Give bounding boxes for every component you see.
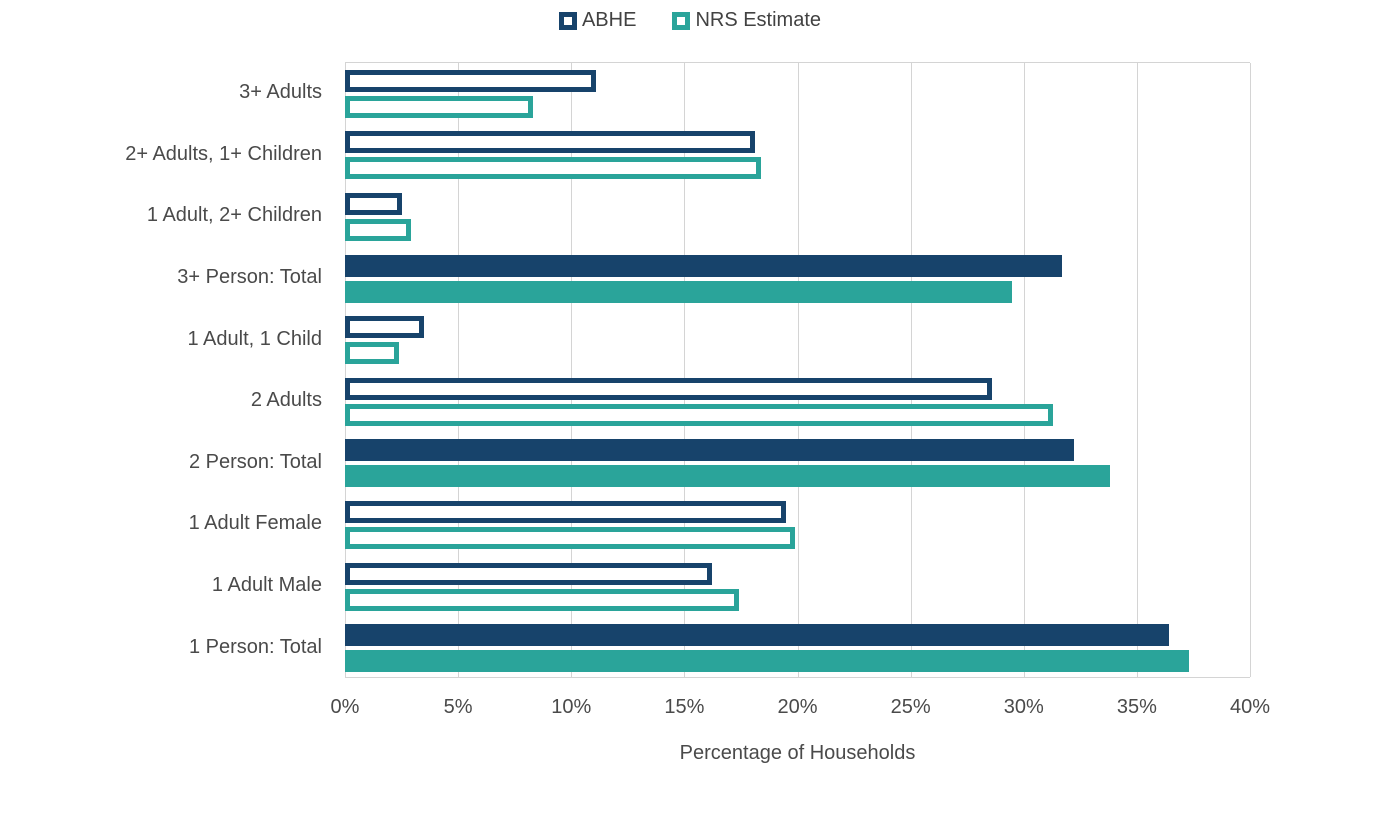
bar-abhe: [345, 624, 1169, 647]
y-axis-category-labels: 3+ Adults 2+ Adults, 1+ Children 1 Adult, …: [0, 62, 322, 678]
category-label: 1 Adult, 2+ Children: [146, 204, 322, 227]
bar-group: [345, 63, 1250, 125]
bar-group: [345, 125, 1250, 187]
x-tick-label: 20%: [777, 696, 818, 718]
bar-nrs-estimate: [345, 465, 1110, 488]
bar-abhe: [345, 377, 993, 400]
bar-abhe: [345, 131, 755, 154]
bar-nrs-estimate: [345, 342, 400, 365]
legend-swatch-abhe-icon: [558, 11, 577, 30]
category-label: 1 Adult Female: [188, 512, 322, 535]
category-label: 2 Adults: [250, 389, 322, 412]
category-label: 1 Adult, 1 Child: [187, 327, 322, 350]
x-tick-label: 35%: [1116, 696, 1157, 718]
bar-nrs-estimate: [345, 526, 796, 549]
bar-nrs-estimate: [345, 650, 1189, 673]
legend-label-abhe: ABHE: [581, 9, 637, 31]
x-tick-label: 15%: [664, 696, 705, 718]
category-label: 3+ Person: Total: [177, 266, 322, 289]
bar-abhe: [345, 69, 597, 92]
bar-nrs-estimate: [345, 588, 739, 611]
bar-abhe: [345, 562, 712, 585]
gridline-40%: [1250, 63, 1251, 677]
bar-group: [345, 309, 1250, 371]
bar-nrs-estimate: [345, 95, 533, 118]
x-tick-label: 0%: [330, 696, 360, 718]
x-tick-label: 40%: [1229, 696, 1271, 718]
gridline-30%: [1023, 63, 1025, 677]
category-label: 2 Person: Total: [188, 450, 322, 473]
x-tick-label: 5%: [443, 696, 473, 718]
legend-item-abhe: ABHE: [558, 9, 637, 32]
legend-label-nrs: NRS Estimate: [695, 9, 822, 31]
bar-abhe: [345, 439, 1074, 462]
bar-group: [345, 433, 1250, 495]
gridline-10%: [571, 63, 573, 677]
category-label: 3+ Adults: [239, 81, 322, 104]
bar-nrs-estimate: [345, 157, 762, 180]
x-axis-title: Percentage of Households: [679, 742, 916, 764]
bar-group: [345, 248, 1250, 310]
plot-area: [345, 62, 1251, 678]
bar-abhe: [345, 500, 787, 523]
x-tick-label: 25%: [890, 696, 931, 718]
x-tick-label: 30%: [1003, 696, 1044, 718]
x-axis-ticks: 0% 5% 10% 15% 20% 25% 30% 35% 40%: [331, 696, 1270, 722]
bar-group: [345, 556, 1250, 618]
legend-swatch-nrs-icon: [672, 11, 691, 30]
chart-legend: ABHE NRS Estimate: [0, 9, 1380, 32]
gridline-0%: [345, 63, 346, 677]
legend-item-nrs: NRS Estimate: [672, 9, 821, 32]
bar-abhe: [345, 192, 402, 215]
bar-abhe: [345, 316, 425, 339]
gridline-5%: [458, 63, 460, 677]
category-label: 1 Adult Male: [211, 574, 322, 597]
x-tick-label: 10%: [551, 696, 592, 718]
bar-group: [345, 617, 1250, 679]
bar-group: [345, 371, 1250, 433]
bar-nrs-estimate: [345, 218, 411, 241]
bar-group: [345, 494, 1250, 556]
gridline-35%: [1136, 63, 1138, 677]
gridline-15%: [684, 63, 686, 677]
gridline-25%: [910, 63, 912, 677]
bar-nrs-estimate: [345, 403, 1054, 426]
category-label: 1 Person: Total: [188, 635, 322, 658]
category-label: 2+ Adults, 1+ Children: [125, 142, 322, 165]
bar-nrs-estimate: [345, 280, 1013, 303]
gridline-20%: [797, 63, 799, 677]
bar-abhe: [345, 254, 1063, 277]
bar-group: [345, 186, 1250, 248]
bar-rows: [345, 63, 1250, 677]
